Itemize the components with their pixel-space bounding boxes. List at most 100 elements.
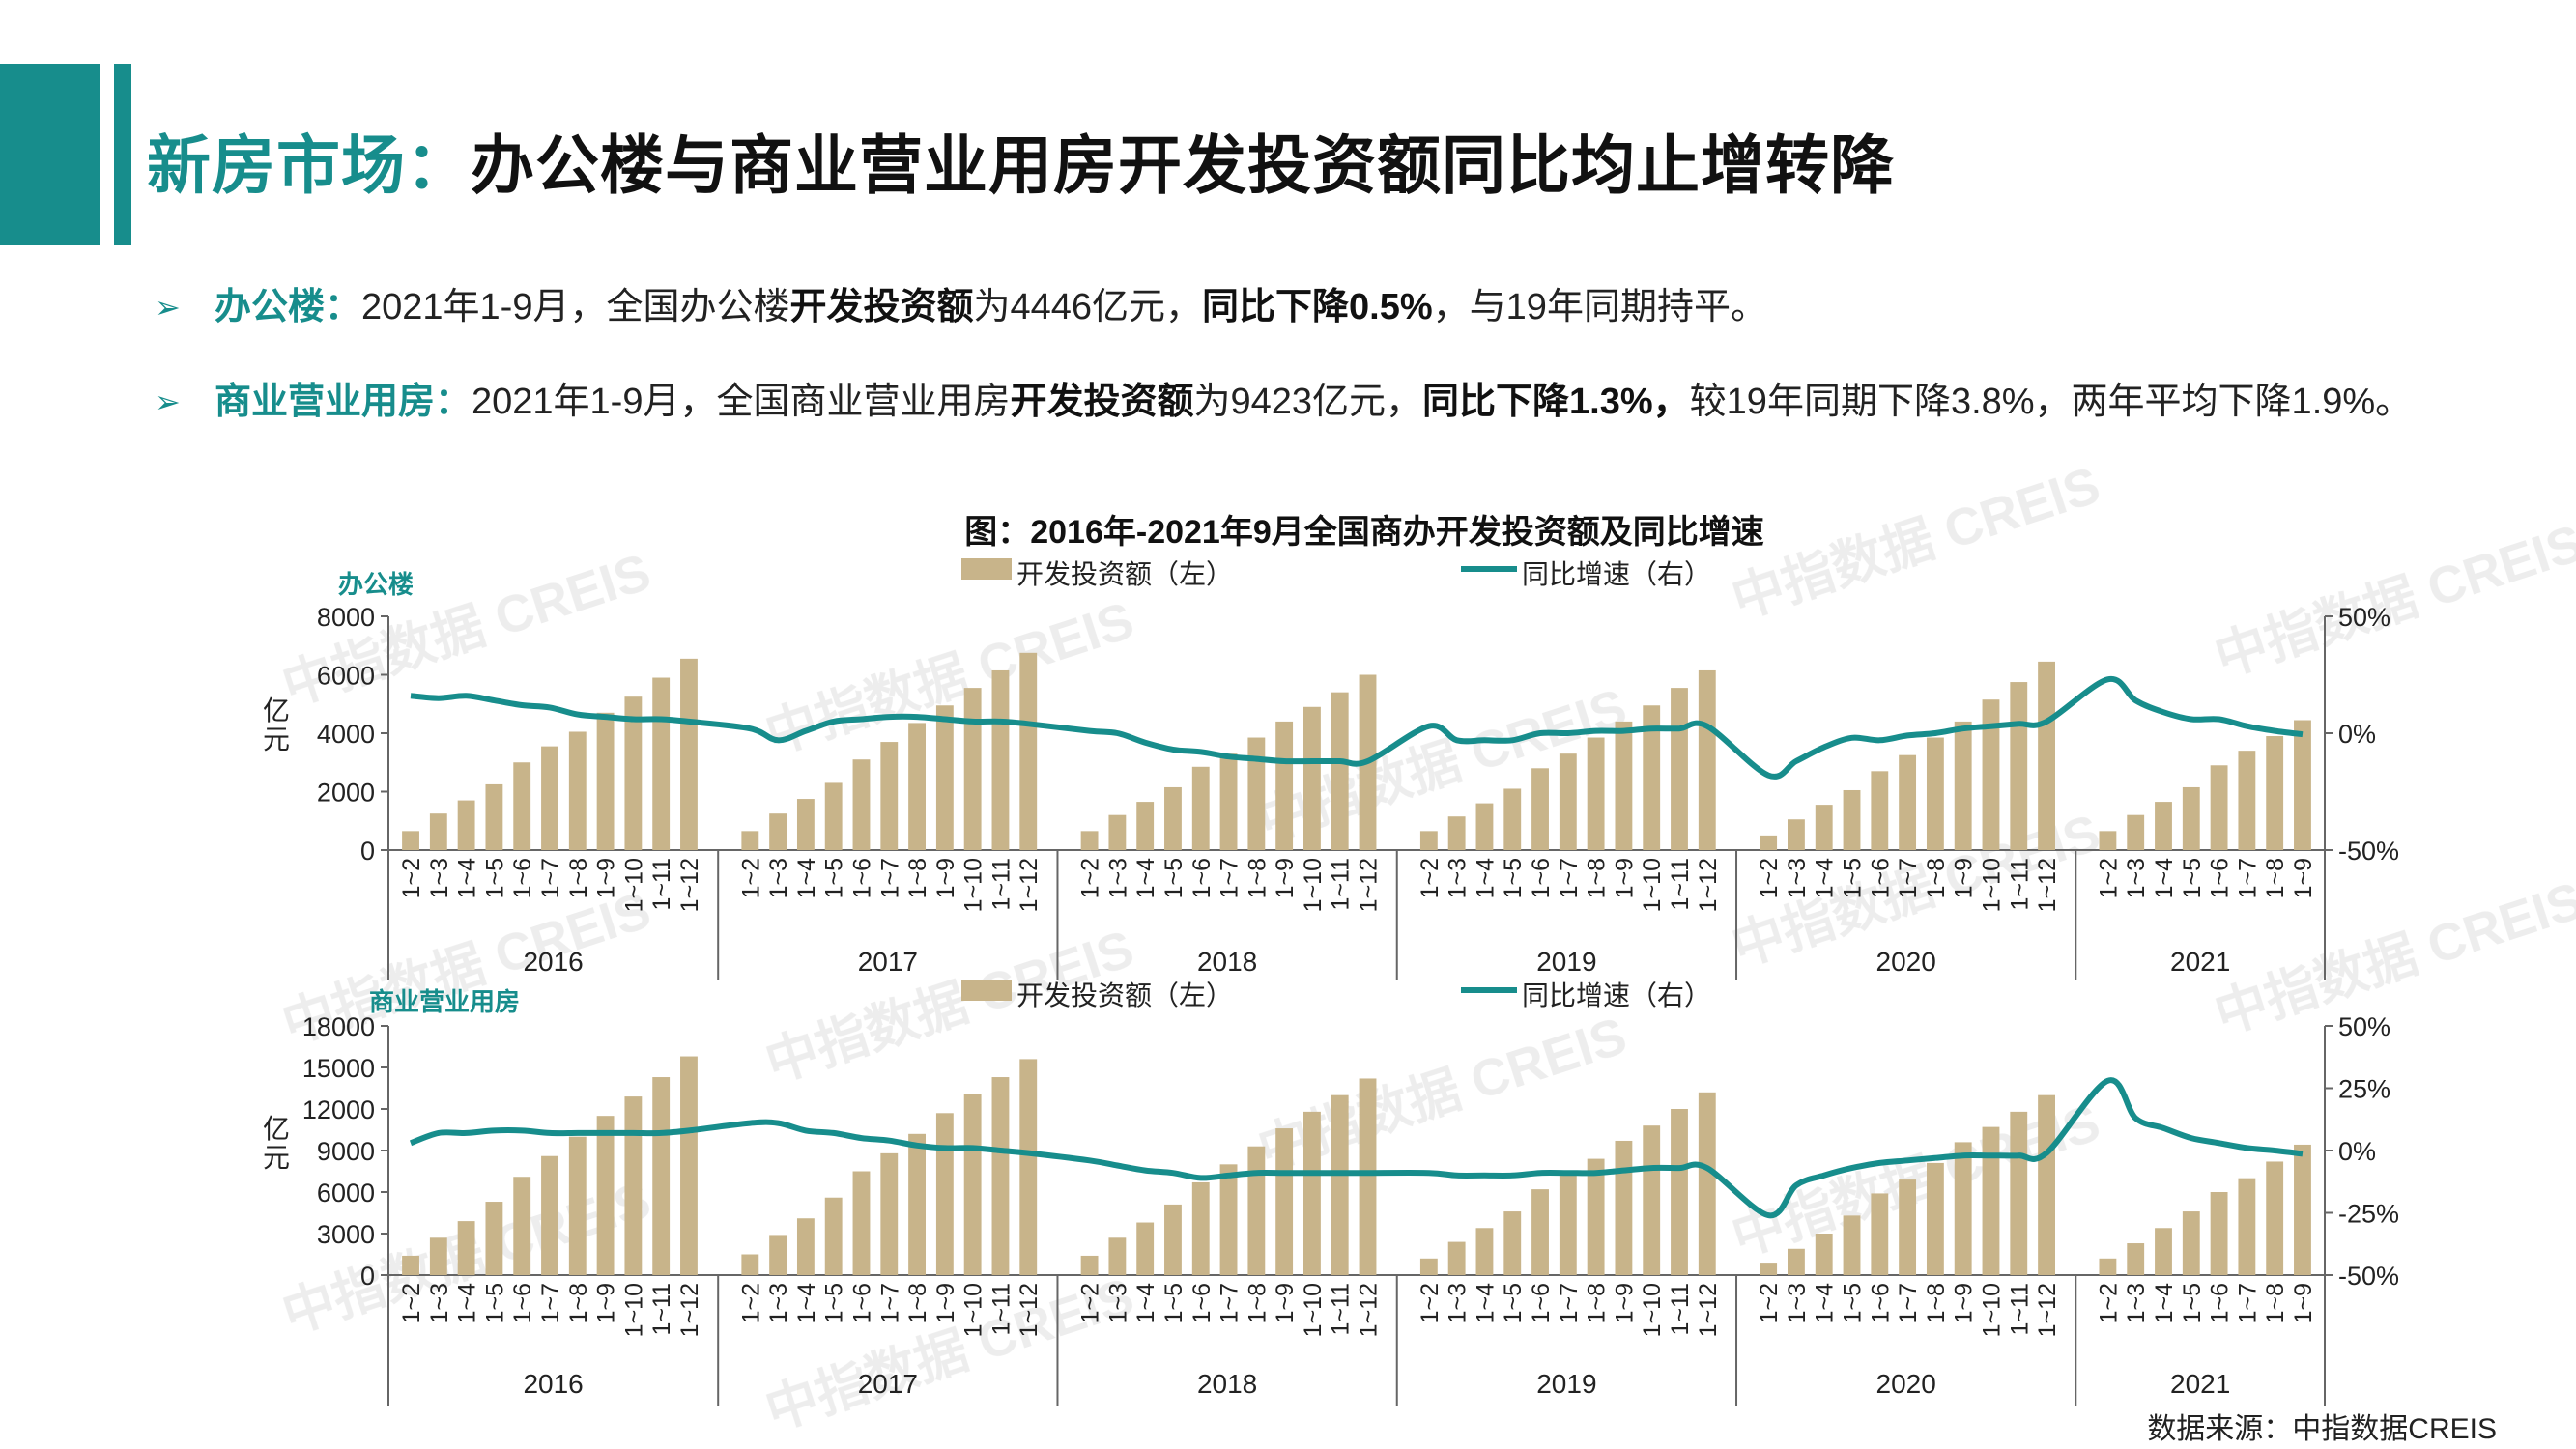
investment-bar: [880, 1152, 899, 1275]
month-tick-label: 1~7: [1216, 858, 1244, 898]
page-title-accent: 新房市场：: [147, 129, 471, 201]
month-tick-label: 1~4: [454, 1283, 481, 1324]
month-tick-label: 1~5: [821, 858, 848, 898]
right-tick-label: 0%: [2338, 720, 2376, 749]
investment-bar: [2210, 1192, 2228, 1275]
month-tick-label: 1~7: [1895, 1283, 1922, 1323]
month-tick-label: 1~7: [1216, 1283, 1244, 1323]
month-tick-label: 1~7: [537, 1283, 564, 1323]
investment-bar: [1019, 652, 1038, 850]
month-tick-label: 1~4: [793, 858, 820, 899]
investment-bar: [1475, 803, 1494, 850]
investment-bar: [541, 746, 558, 850]
month-tick-label: 1~4: [1812, 858, 1839, 899]
month-tick-label: 1~6: [509, 858, 536, 898]
month-tick-label: 1~6: [2207, 858, 2234, 898]
investment-bar: [1303, 1111, 1321, 1275]
month-tick-label: 1~5: [1500, 858, 1527, 898]
month-tick-label: 1~10: [620, 858, 647, 912]
year-label: 2018: [1197, 947, 1257, 977]
month-tick-label: 1~9: [932, 1283, 959, 1323]
month-tick-label: 1~9: [1272, 858, 1299, 898]
investment-bar: [2010, 1111, 2028, 1275]
y-axis-label: 亿: [263, 696, 290, 725]
investment-bar: [1788, 819, 1805, 850]
year-label: 2021: [2170, 1369, 2230, 1399]
month-tick-label: 1~2: [737, 858, 764, 898]
investment-bar: [2099, 831, 2117, 850]
month-tick-label: 1~9: [593, 858, 620, 898]
month-tick-label: 1~2: [398, 1283, 425, 1323]
month-tick-label: 1~7: [537, 858, 564, 898]
month-tick-label: 1~3: [426, 858, 453, 898]
month-tick-label: 1~5: [2179, 1283, 2206, 1323]
month-tick-label: 1~3: [1445, 1283, 1472, 1323]
month-tick-label: 1~4: [1472, 858, 1499, 899]
month-tick-label: 1~5: [2179, 858, 2206, 898]
month-tick-label: 1~8: [1923, 858, 1950, 898]
month-tick-label: 1~4: [2151, 858, 2178, 899]
left-tick-label: 6000: [317, 662, 375, 691]
investment-bar: [1843, 1215, 1861, 1275]
bullet-bold: 同比下降0.5%: [1202, 287, 1433, 327]
chart-panel-office: 办公楼 开发投资额（左） 同比增速（右） 8000 6000 4000 2000 0 亿元 50%…: [263, 558, 2399, 980]
investment-bar: [596, 1116, 615, 1275]
investment-bar: [1136, 1222, 1155, 1275]
month-tick-label: 1~11: [648, 1283, 675, 1335]
legend-bar-label: 开发投资额（左）: [1016, 980, 1233, 1010]
month-tick-label: 1~8: [1584, 1283, 1611, 1323]
investment-bar: [1954, 721, 1972, 850]
month-tick-label: 1~12: [1356, 858, 1383, 912]
month-tick-label: 1~12: [1695, 1283, 1722, 1337]
month-tick-label: 1~5: [481, 1283, 508, 1323]
investment-bar: [769, 1235, 787, 1275]
month-tick-label: 1~6: [1867, 858, 1894, 898]
month-tick-label: 1~2: [1077, 1283, 1104, 1323]
bullet-text: 为9423亿元，: [1193, 382, 1423, 422]
title-accent-block: [0, 64, 100, 245]
month-tick-label: 1~8: [1923, 1283, 1950, 1323]
year-label: 2016: [523, 947, 583, 977]
investment-bar: [1531, 768, 1549, 850]
month-tick-label: 1~9: [1272, 1283, 1299, 1323]
investment-bar: [1615, 721, 1633, 850]
investment-bar: [624, 696, 643, 850]
investment-bar: [1643, 1125, 1661, 1275]
investment-bar: [2266, 736, 2284, 850]
month-tick-label: 1~6: [2207, 1283, 2234, 1323]
investment-bar: [1698, 1092, 1716, 1275]
right-tick-label: 50%: [2338, 1012, 2390, 1041]
month-tick-label: 1~2: [1077, 858, 1104, 898]
y-axis-label: 元: [263, 724, 290, 754]
month-tick-label: 1~11: [1667, 858, 1694, 910]
month-tick-label: 1~12: [1016, 858, 1043, 912]
investment-bar: [457, 800, 475, 850]
investment-bar: [908, 723, 926, 850]
month-tick-label: 1~8: [1244, 1283, 1271, 1323]
investment-bar: [1760, 835, 1778, 850]
investment-bar: [1331, 692, 1349, 850]
investment-bar: [991, 669, 1010, 850]
month-tick-label: 1~2: [398, 858, 425, 898]
month-tick-label: 1~6: [848, 1283, 875, 1323]
month-tick-label: 1~10: [1300, 858, 1327, 912]
investment-bar: [402, 831, 419, 850]
panel-label: 办公楼: [338, 570, 414, 599]
month-tick-label: 1~11: [2006, 1283, 2033, 1335]
year-label: 2016: [523, 1369, 583, 1399]
investment-bar: [1303, 706, 1321, 850]
month-tick-label: 1~5: [481, 858, 508, 898]
watermark-text: 中指数据 CREIS: [2208, 514, 2576, 687]
data-source-note: 数据来源：中指数据CREIS: [2147, 1413, 2497, 1445]
month-tick-label: 1~9: [2290, 1283, 2317, 1323]
investment-bar: [2182, 1211, 2200, 1275]
investment-bar: [2127, 814, 2145, 850]
month-tick-label: 1~12: [676, 1283, 703, 1337]
investment-bar: [1587, 1158, 1605, 1275]
month-tick-label: 1~11: [1328, 1283, 1355, 1335]
left-tick-label: 2000: [317, 779, 375, 808]
investment-bar: [2238, 751, 2256, 850]
month-tick-label: 1~8: [1584, 858, 1611, 898]
month-tick-label: 1~12: [2034, 1283, 2061, 1337]
